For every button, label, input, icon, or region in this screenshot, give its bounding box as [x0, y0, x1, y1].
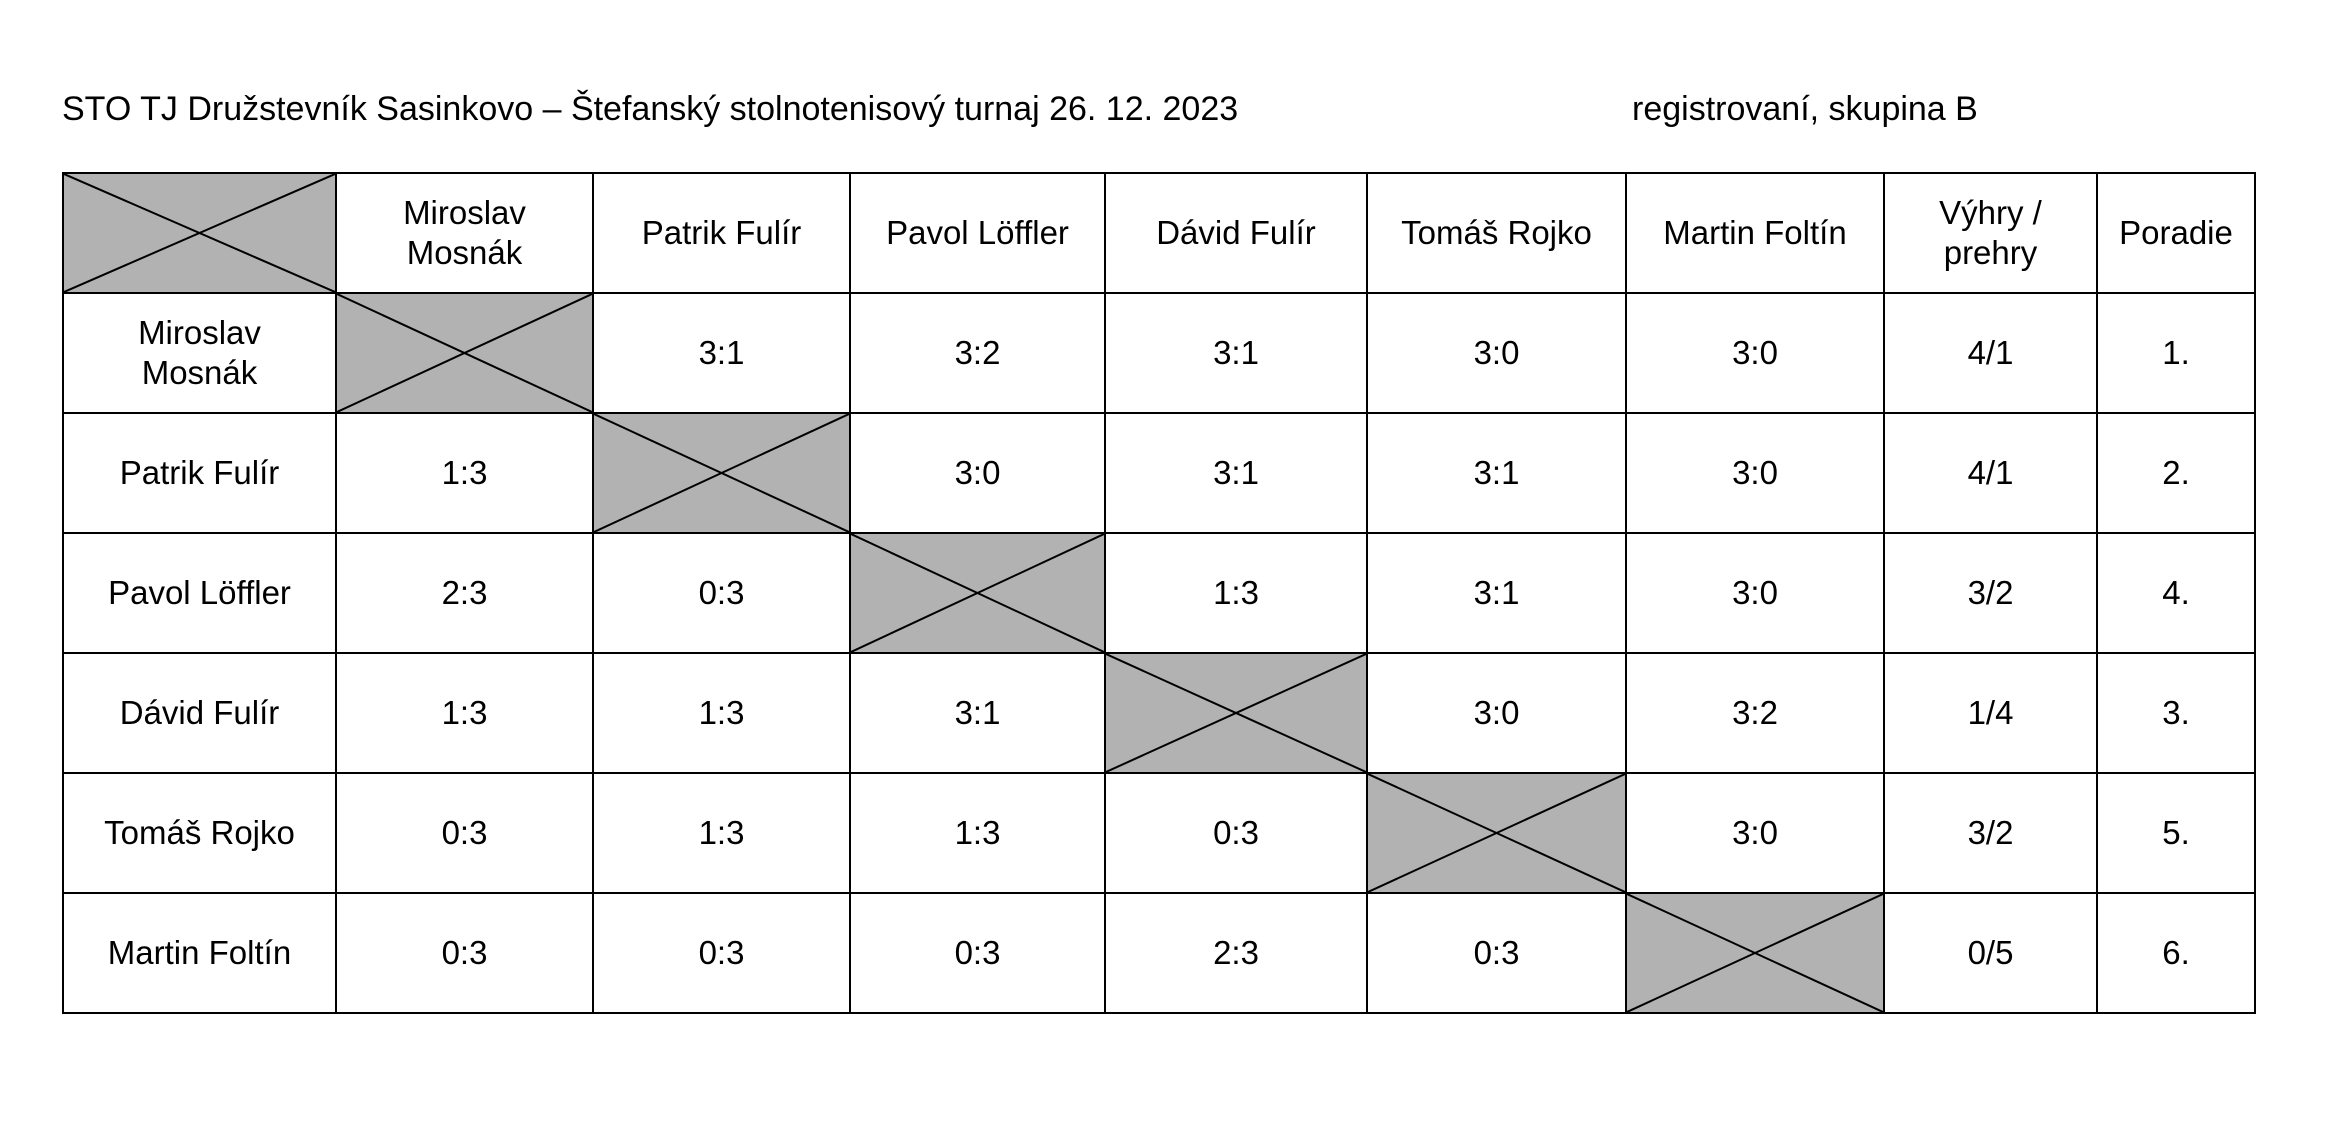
rank-cell: 5. [2096, 772, 2256, 894]
score-cell: 0:3 [592, 892, 851, 1014]
diagonal-x-icon [594, 414, 849, 532]
diagonal-x-icon [1368, 774, 1625, 892]
page-title: STO TJ Družstevník Sasinkovo – Štefanský… [62, 90, 1239, 128]
score-cell: 0:3 [335, 892, 594, 1014]
table-row: Patrik Fulír 1:3 3:0 3:1 3:1 3:0 4/1 2. [62, 412, 2256, 534]
diagonal-x-icon [851, 534, 1104, 652]
table-row: Miroslav Mosnák 3:1 3:2 3:1 3:0 3:0 4/1 … [62, 292, 2256, 414]
row-name: Tomáš Rojko [62, 772, 337, 894]
table-row: Martin Foltín 0:3 0:3 0:3 2:3 0:3 0/5 6. [62, 892, 2256, 1014]
row-name: Miroslav Mosnák [62, 292, 337, 414]
diagonal-cell [592, 412, 851, 534]
score-cell: 2:3 [335, 532, 594, 654]
diagonal-cell [1366, 772, 1627, 894]
diagonal-cell [849, 532, 1106, 654]
header-row: Miroslav Mosnák Patrik Fulír Pavol Löffl… [62, 172, 2256, 294]
diagonal-cell [1104, 652, 1368, 774]
score-cell: 0:3 [335, 772, 594, 894]
row-name: Martin Foltín [62, 892, 337, 1014]
score-cell: 3:0 [849, 412, 1106, 534]
score-cell: 3:1 [849, 652, 1106, 774]
rank-cell: 4. [2096, 532, 2256, 654]
score-cell: 3:0 [1625, 772, 1885, 894]
rank-cell: 2. [2096, 412, 2256, 534]
group-label: registrovaní, skupina B [1632, 90, 1978, 128]
score-cell: 3:0 [1625, 412, 1885, 534]
score-cell: 1:3 [335, 412, 594, 534]
diagonal-x-icon [64, 174, 335, 292]
row-name: Pavol Löffler [62, 532, 337, 654]
rank-cell: 3. [2096, 652, 2256, 774]
score-cell: 3:0 [1625, 532, 1885, 654]
score-cell: 1:3 [1104, 532, 1368, 654]
score-cell: 3:1 [1104, 292, 1368, 414]
wins-losses-cell: 4/1 [1883, 412, 2098, 534]
rank-cell: 6. [2096, 892, 2256, 1014]
score-cell: 0:3 [592, 532, 851, 654]
col-header-fulir-d: Dávid Fulír [1104, 172, 1368, 294]
diagonal-cell [1625, 892, 1885, 1014]
col-header-rojko: Tomáš Rojko [1366, 172, 1627, 294]
score-cell: 0:3 [1104, 772, 1368, 894]
diagonal-x-icon [1627, 894, 1883, 1012]
col-header-rank: Poradie [2096, 172, 2256, 294]
table-row: Pavol Löffler 2:3 0:3 1:3 3:1 3:0 3/2 4. [62, 532, 2256, 654]
score-cell: 3:1 [1104, 412, 1368, 534]
wins-losses-cell: 1/4 [1883, 652, 2098, 774]
row-name: Patrik Fulír [62, 412, 337, 534]
score-cell: 3:0 [1625, 292, 1885, 414]
score-cell: 3:1 [592, 292, 851, 414]
table-row: Tomáš Rojko 0:3 1:3 1:3 0:3 3:0 3/2 5. [62, 772, 2256, 894]
diagonal-x-icon [337, 294, 592, 412]
results-table: Miroslav Mosnák Patrik Fulír Pavol Löffl… [62, 172, 2256, 1014]
wins-losses-cell: 0/5 [1883, 892, 2098, 1014]
score-cell: 3:0 [1366, 652, 1627, 774]
score-cell: 3:1 [1366, 412, 1627, 534]
score-cell: 1:3 [849, 772, 1106, 894]
score-cell: 0:3 [849, 892, 1106, 1014]
diagonal-x-icon [1106, 654, 1366, 772]
score-cell: 0:3 [1366, 892, 1627, 1014]
row-name: Dávid Fulír [62, 652, 337, 774]
col-header-mosnak: Miroslav Mosnák [335, 172, 594, 294]
wins-losses-cell: 3/2 [1883, 772, 2098, 894]
score-cell: 3:0 [1366, 292, 1627, 414]
col-header-foltin: Martin Foltín [1625, 172, 1885, 294]
rank-cell: 1. [2096, 292, 2256, 414]
score-cell: 1:3 [592, 652, 851, 774]
table-row: Dávid Fulír 1:3 1:3 3:1 3:0 3:2 1/4 3. [62, 652, 2256, 774]
corner-cell [62, 172, 337, 294]
col-header-fulir-p: Patrik Fulír [592, 172, 851, 294]
score-cell: 1:3 [592, 772, 851, 894]
score-cell: 3:1 [1366, 532, 1627, 654]
diagonal-cell [335, 292, 594, 414]
score-cell: 1:3 [335, 652, 594, 774]
col-header-wins-losses: Výhry / prehry [1883, 172, 2098, 294]
score-cell: 3:2 [849, 292, 1106, 414]
wins-losses-cell: 3/2 [1883, 532, 2098, 654]
score-cell: 2:3 [1104, 892, 1368, 1014]
wins-losses-cell: 4/1 [1883, 292, 2098, 414]
score-cell: 3:2 [1625, 652, 1885, 774]
col-header-loffler: Pavol Löffler [849, 172, 1106, 294]
